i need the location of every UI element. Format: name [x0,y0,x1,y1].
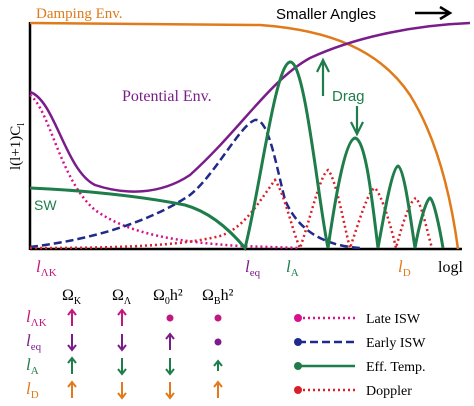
drag-down-arrow-icon [350,106,364,137]
down-arrow-icon [117,382,127,400]
svg-text:l(l+1)Cl: l(l+1)Cl [8,123,27,170]
table-row-label: lD [26,379,39,401]
smaller-angles-label: Smaller Angles [276,6,376,23]
header-omega-k: ΩK [62,287,82,307]
table-row-label-sub: D [31,389,39,401]
dot-icon [214,314,222,322]
header-omega-k-sub: K [74,296,82,307]
header-omega-0-main: Ω [153,287,165,304]
up-arrow-icon [67,380,77,398]
effective-temperature-curve [29,60,445,252]
up-arrow-icon [67,308,77,326]
table-headers: ΩK ΩΛ Ω0h² ΩBh² [62,287,234,307]
dot-icon [214,338,222,346]
table-row-label-sub: A [31,365,39,377]
xtick-l-lambda-k: lΛK [36,257,57,279]
xtick-l-a-sub: A [291,267,299,279]
header-omega-lambda: ΩΛ [112,287,132,307]
header-omega-0-h2: Ω0h² [153,287,183,307]
legend-label: Doppler [366,384,412,399]
legend-marker-icon [294,338,302,346]
xtick-l-eq-sub: eq [250,267,261,279]
doppler-curve [29,168,434,253]
xtick-logl: logl [438,259,463,276]
drag-up-arrow-icon [316,57,330,96]
legend-label: Late ISW [366,312,421,327]
smaller-angles-arrow-icon [415,5,453,21]
legend-marker-icon [294,362,302,370]
table-row-label-main: l [26,355,31,374]
header-omega-b-sub: B [214,296,221,307]
y-axis-label: l(l+1)Cl [8,123,27,170]
table-row-label-main: l [26,331,31,350]
dot-icon [166,314,174,322]
legend-marker-icon [294,386,302,394]
table-row-label-main: l [26,307,31,326]
damping-env-label: Damping Env. [36,6,123,22]
up-arrow-icon [213,359,223,371]
table-row-label-sub: ΛK [31,317,47,329]
up-arrow-icon [165,332,175,350]
xtick-l-eq-main: l [245,257,250,276]
header-omega-b-main: Ω [202,287,214,304]
table-row-label: leq [26,331,42,353]
header-omega-b-h2: ΩBh² [202,287,234,307]
early-isw-curve [29,118,361,250]
legend-label: Eff. Temp. [366,360,426,375]
potential-envelope-curve [29,21,471,193]
y-axis-label-sub: l [16,123,27,126]
xtick-l-d-main: l [398,257,403,276]
xtick-l-eq: leq [245,257,261,279]
xtick-l-a: lA [286,257,299,279]
legend-marker-icon [294,314,302,322]
legend: Late ISW Early ISW Eff. Temp. Doppler [294,312,426,399]
table-row-label-main: l [26,379,31,398]
table-row-label: lA [26,355,39,377]
table-row-label: lΛK [26,307,47,329]
xtick-l-lambda-k-sub: ΛK [41,267,57,279]
down-arrow-icon [165,382,175,400]
up-arrow-icon [117,308,127,326]
up-arrow-icon [67,356,77,374]
table-row-label-sub: eq [31,341,42,353]
header-omega-k-main: Ω [62,287,74,304]
xtick-l-lambda-k-main: l [36,257,41,276]
header-omega-b-suffix: h² [221,287,234,304]
down-arrow-icon [165,358,175,376]
down-arrow-icon [67,334,77,352]
down-arrow-icon [117,358,127,376]
xtick-l-d: lD [398,257,411,279]
down-arrow-icon [117,334,127,352]
header-omega-lambda-sub: Λ [124,296,132,307]
drag-label: Drag [332,88,365,105]
xtick-l-a-main: l [286,257,291,276]
xtick-l-d-sub: D [403,267,411,279]
late-isw-curve [29,94,301,250]
damping-envelope-curve [29,21,460,250]
header-omega-lambda-main: Ω [112,287,124,304]
legend-label: Early ISW [366,336,426,351]
header-omega-0-suffix: h² [170,287,183,304]
potential-env-label: Potential Env. [122,88,212,105]
sw-label: SW [34,197,57,213]
y-axis-label-main: l(l+1)C [8,126,24,170]
header-omega-0-sub: 0 [165,296,170,307]
up-arrow-icon [213,380,223,398]
